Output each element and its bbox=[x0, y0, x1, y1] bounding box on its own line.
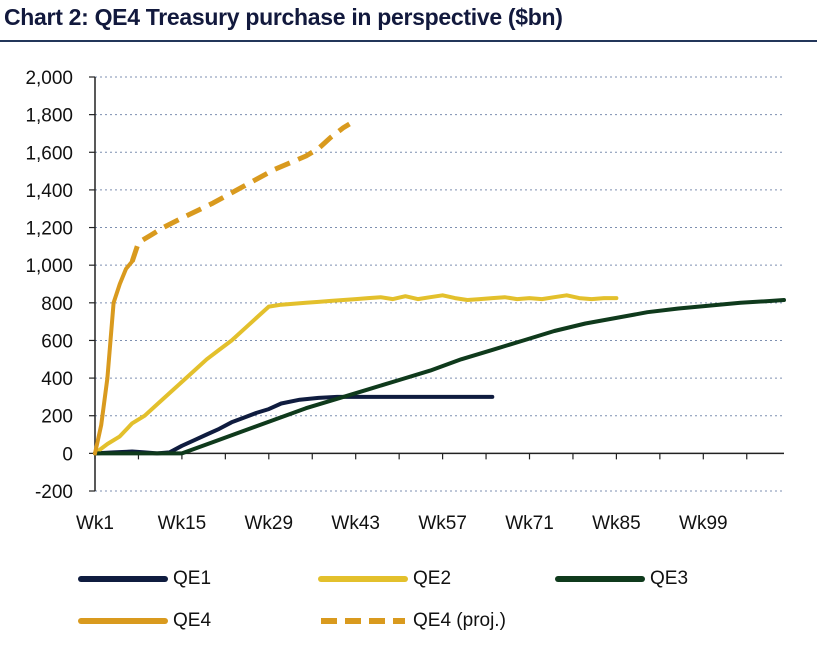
x-tick-label: Wk57 bbox=[418, 513, 467, 534]
series-line-qe3 bbox=[93, 298, 786, 456]
series-lines bbox=[93, 121, 786, 456]
x-tick-label: Wk71 bbox=[505, 513, 554, 534]
x-tick-label: Wk15 bbox=[158, 513, 207, 534]
y-axis-ticks: -200 0 200 400 600 800 1,000 1,200 1,400 1,600 1,8… bbox=[25, 68, 73, 503]
legend-label: QE4 (proj.) bbox=[413, 610, 506, 631]
line-chart: -200 0 200 400 600 800 1,000 1,200 1,400 1,600 1,8… bbox=[25, 68, 786, 534]
y-tick-label: 0 bbox=[62, 444, 73, 465]
series-line-qe2 bbox=[93, 293, 619, 456]
legend-swatch bbox=[318, 576, 408, 582]
gridlines bbox=[95, 76, 784, 492]
y-tick-label: 1,800 bbox=[25, 106, 73, 127]
y-tick-label: 2,000 bbox=[25, 68, 73, 89]
title-rule bbox=[0, 40, 817, 42]
x-tick-label: Wk99 bbox=[679, 513, 728, 534]
legend-label: QE1 bbox=[173, 568, 212, 589]
x-tick-label: Wk29 bbox=[245, 513, 294, 534]
x-tick-label: Wk85 bbox=[592, 513, 641, 534]
y-tick-label: 1,200 bbox=[25, 219, 73, 240]
legend-swatch bbox=[78, 576, 168, 582]
series-line-qe4-proj bbox=[129, 121, 351, 263]
legend: QE1 QE2 QE3 QE4 QE4 (proj.) bbox=[0, 560, 817, 640]
y-tick-label: 600 bbox=[41, 331, 73, 352]
y-tick-label: 400 bbox=[41, 369, 73, 390]
y-tick-label: -200 bbox=[35, 482, 73, 503]
legend-swatch bbox=[321, 618, 405, 624]
legend-swatch bbox=[555, 576, 645, 582]
legend-swatch bbox=[78, 618, 168, 624]
axes bbox=[89, 76, 784, 492]
x-tick-label: Wk43 bbox=[331, 513, 380, 534]
legend-label: QE4 bbox=[173, 610, 212, 631]
x-axis-ticks: Wk1 Wk15 Wk29 Wk43 Wk57 Wk71 Wk85 Wk99 bbox=[76, 513, 728, 534]
y-tick-label: 200 bbox=[41, 407, 73, 428]
y-tick-label: 1,400 bbox=[25, 181, 73, 202]
chart-title: Chart 2: QE4 Treasury purchase in perspe… bbox=[4, 4, 563, 30]
y-tick-label: 1,000 bbox=[25, 256, 73, 277]
y-tick-label: 800 bbox=[41, 294, 73, 315]
y-tick-label: 1,600 bbox=[25, 143, 73, 164]
legend-label: QE3 bbox=[650, 568, 689, 589]
series-line-qe4 bbox=[93, 259, 135, 456]
x-tick-label: Wk1 bbox=[76, 513, 114, 534]
legend-label: QE2 bbox=[413, 568, 452, 589]
